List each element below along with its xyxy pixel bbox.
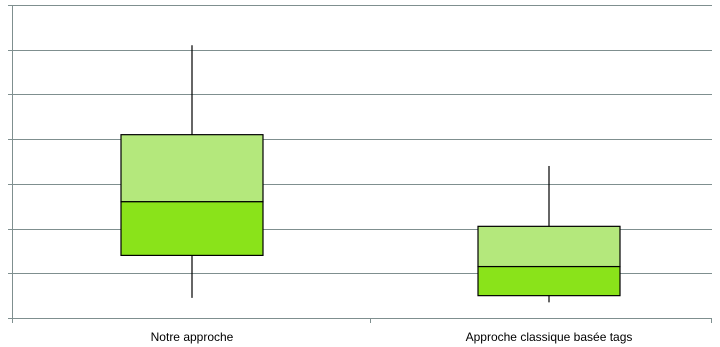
boxes xyxy=(120,45,621,303)
category-labels: Notre approche Approche classique basée … xyxy=(151,330,633,344)
box-1 xyxy=(120,45,264,298)
lower-box-2 xyxy=(477,265,621,297)
axes xyxy=(8,5,712,323)
box-2 xyxy=(477,165,621,303)
upper-box-1 xyxy=(120,134,264,203)
category-label-notre-approche: Notre approche xyxy=(151,330,234,344)
upper-box-2 xyxy=(477,225,621,268)
category-label-approche-classique: Approche classique basée tags xyxy=(466,330,633,344)
lower-box-1 xyxy=(120,201,264,257)
